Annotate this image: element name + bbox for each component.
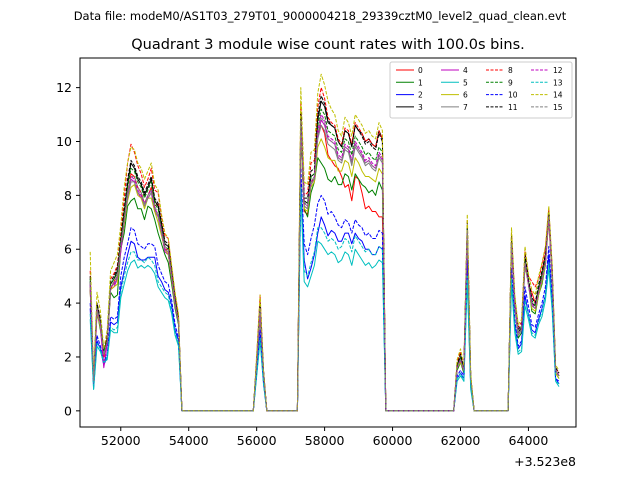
x-tick-label: 54000 xyxy=(169,433,209,448)
y-tick-label: 10 xyxy=(56,134,72,149)
y-tick-label: 4 xyxy=(64,296,72,311)
legend-label-8: 8 xyxy=(508,66,513,75)
plot-lines xyxy=(89,73,560,412)
y-axis: 0 2 4 6 8 10 12 xyxy=(56,80,80,418)
x-offset-text: +3.523e8 xyxy=(514,454,576,469)
x-tick-label: 60000 xyxy=(373,433,413,448)
plot-frame xyxy=(79,57,577,428)
legend-label-14: 14 xyxy=(553,91,563,100)
y-tick-label: 8 xyxy=(64,188,72,203)
legend-label-4: 4 xyxy=(463,66,468,75)
x-tick-label: 64000 xyxy=(509,433,549,448)
legend-box xyxy=(389,61,573,119)
y-tick-label: 2 xyxy=(64,349,72,364)
legend-label-2: 2 xyxy=(418,91,423,100)
legend-label-13: 13 xyxy=(553,78,563,87)
chart-title: Quadrant 3 module wise count rates with … xyxy=(131,37,525,53)
y-tick-label: 0 xyxy=(64,403,72,418)
legend-label-6: 6 xyxy=(463,91,468,100)
x-tick-label: 58000 xyxy=(305,433,345,448)
legend-label-11: 11 xyxy=(508,103,518,112)
legend-label-10: 10 xyxy=(508,91,518,100)
legend-label-12: 12 xyxy=(553,66,563,75)
series-line-15 xyxy=(89,116,560,412)
x-axis: 52000 54000 56000 58000 60000 62000 64000 xyxy=(101,427,548,448)
legend-label-15: 15 xyxy=(553,103,563,112)
y-tick-label: 6 xyxy=(64,242,72,257)
series-line-13 xyxy=(89,186,560,412)
x-tick-label: 56000 xyxy=(237,433,277,448)
figure-suptitle: Data file: modeM0/AS1T03_279T01_90000042… xyxy=(74,9,567,23)
series-line-12 xyxy=(89,114,560,412)
legend-label-5: 5 xyxy=(463,78,468,87)
y-tick-label: 12 xyxy=(56,80,72,95)
legend-label-1: 1 xyxy=(418,78,423,87)
x-tick-label: 52000 xyxy=(101,433,141,448)
legend-label-7: 7 xyxy=(463,103,468,112)
legend-label-9: 9 xyxy=(508,78,513,87)
x-tick-label: 62000 xyxy=(441,433,481,448)
series-line-10 xyxy=(89,167,560,412)
legend-label-3: 3 xyxy=(418,103,423,112)
legend-label-0: 0 xyxy=(418,66,423,75)
